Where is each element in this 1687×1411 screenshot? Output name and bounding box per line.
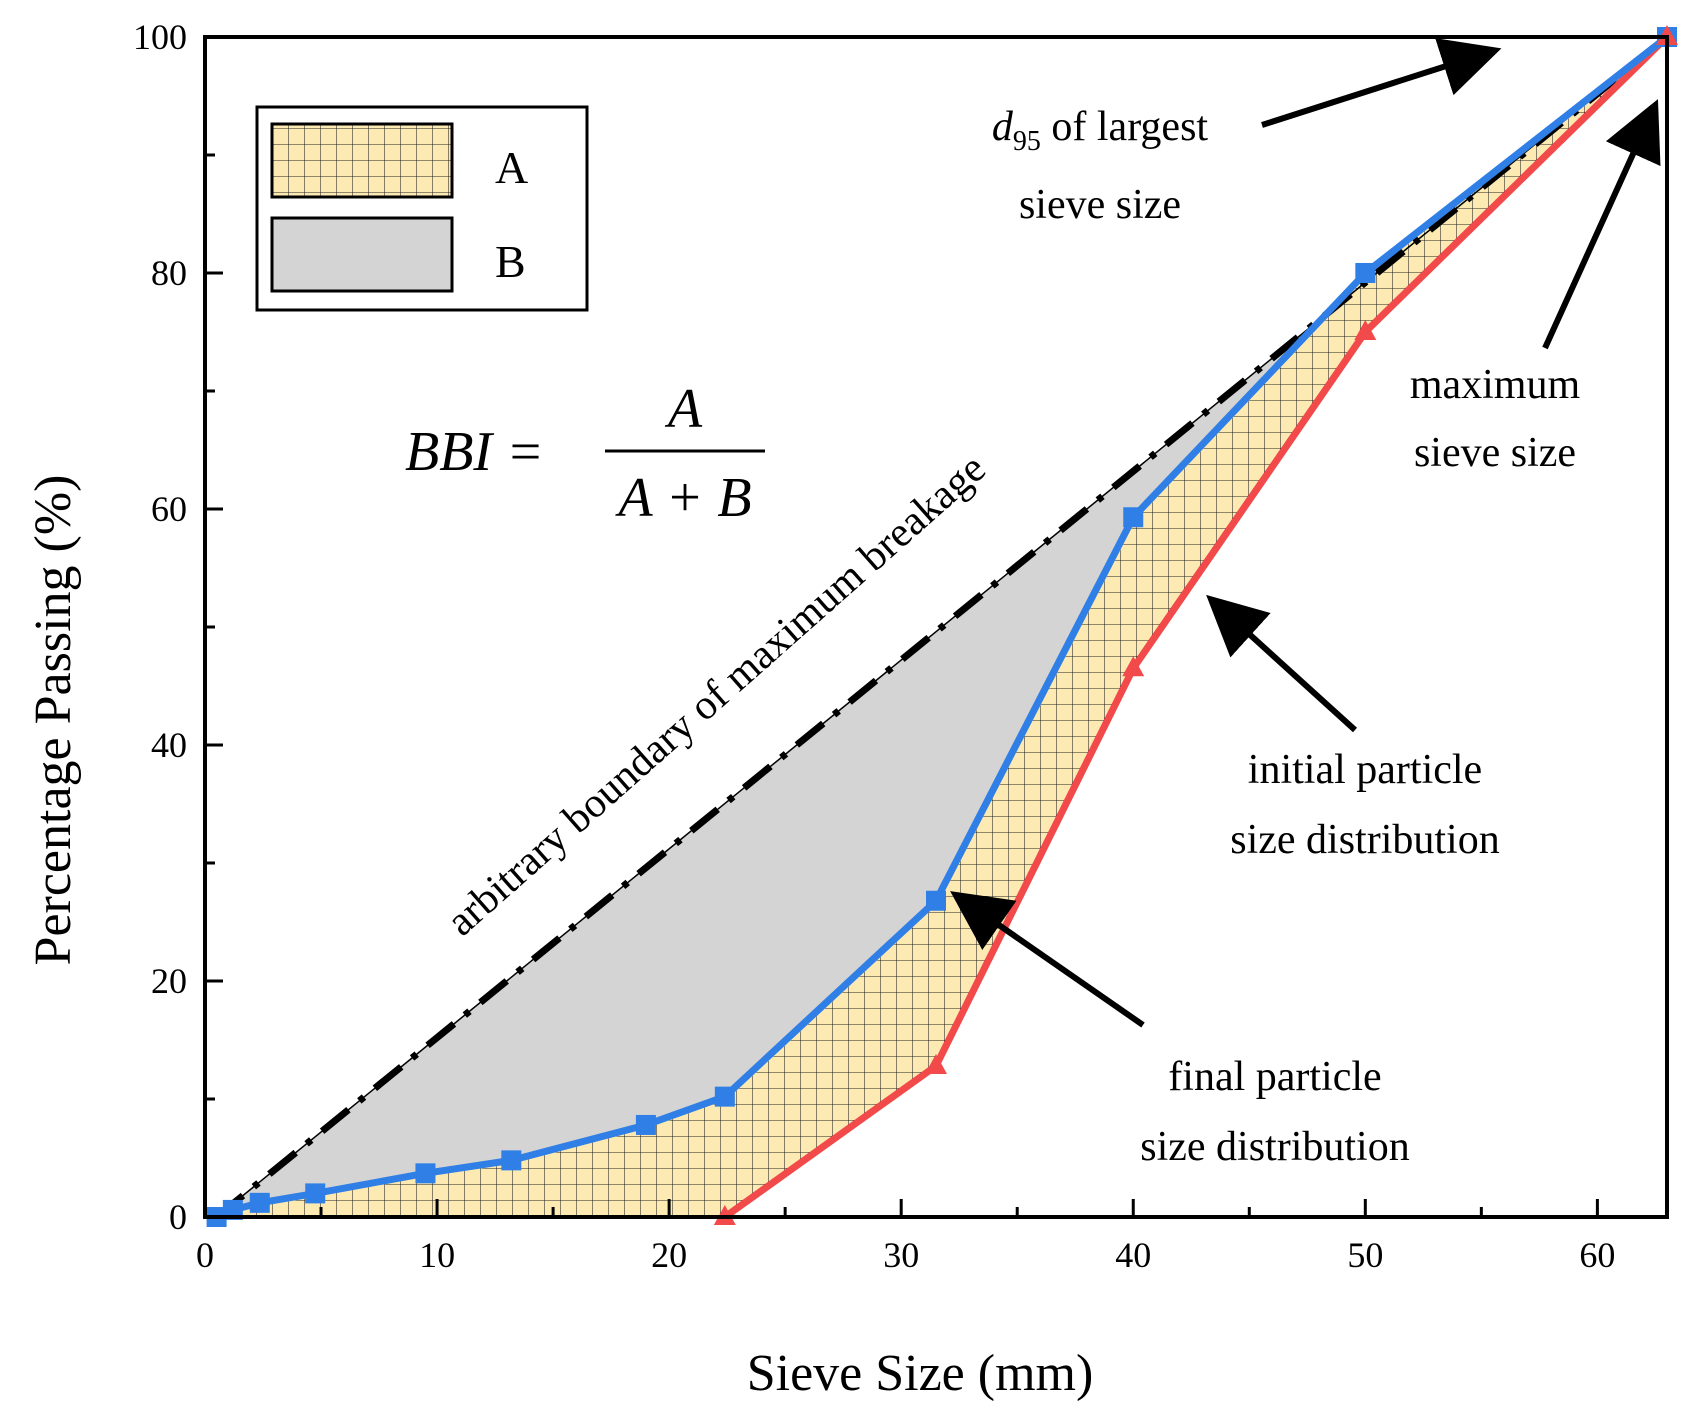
legend-swatch-b xyxy=(270,216,454,293)
final-psd-point xyxy=(714,1086,735,1107)
final-psd-point xyxy=(635,1114,656,1135)
annotation-arrows xyxy=(950,38,1661,1028)
axis-ticks: 0 10 20 30 40 50 60 0 20 40 60 80 100 xyxy=(133,17,1615,1275)
initial-annotation-line2: size distribution xyxy=(1230,817,1499,863)
final-psd-point xyxy=(415,1163,436,1184)
legend-swatch-a xyxy=(270,122,454,199)
y-tick-label: 40 xyxy=(151,725,187,765)
x-tick-label: 50 xyxy=(1347,1235,1383,1275)
initial-psd-point xyxy=(1122,656,1145,677)
initial-psd-point xyxy=(1354,320,1377,340)
final-arrow xyxy=(950,891,1145,1028)
x-tick-label: 60 xyxy=(1579,1235,1615,1275)
maxsieve-arrow xyxy=(1542,99,1661,350)
formula-lhs: BBI = xyxy=(405,421,544,483)
final-psd-point xyxy=(501,1150,522,1171)
y-tick-label: 80 xyxy=(151,253,187,293)
y-tick-label: 0 xyxy=(169,1197,187,1237)
y-tick-label: 60 xyxy=(151,489,187,529)
x-tick-label: 20 xyxy=(651,1235,687,1275)
formula-denominator: A + B xyxy=(614,467,751,529)
final-psd-point xyxy=(305,1183,326,1204)
d95-subscript: 95 xyxy=(1013,126,1041,157)
final-psd-point xyxy=(222,1199,243,1220)
final-psd-point xyxy=(1123,507,1144,528)
formula-numerator: A xyxy=(664,378,703,440)
final-annotation-line1: final particle xyxy=(1168,1054,1381,1100)
legend-label-b: B xyxy=(495,236,526,287)
legend: A B xyxy=(255,105,589,312)
d95-arrow xyxy=(1261,38,1502,128)
initial-annotation-line1: initial particle xyxy=(1248,747,1482,793)
final-psd-point xyxy=(926,890,946,911)
y-tick-label: 100 xyxy=(133,17,187,57)
d95-annotation-line1: d95 of largest xyxy=(992,104,1209,157)
x-tick-label: 40 xyxy=(1115,1235,1151,1275)
x-tick-label: 30 xyxy=(883,1235,919,1275)
d95-annotation-line2: sieve size xyxy=(1019,182,1181,228)
initial-psd-point xyxy=(925,1053,947,1074)
x-tick-label: 0 xyxy=(196,1235,214,1275)
d95-rest: of largest xyxy=(1041,104,1209,150)
y-axis-title: Percentage Passing (%) xyxy=(25,475,82,966)
maxsieve-annotation-line2: sieve size xyxy=(1414,430,1576,476)
final-annotation-line2: size distribution xyxy=(1140,1124,1409,1170)
bbi-formula: BBI = A A + B xyxy=(405,378,765,529)
x-tick-label: 10 xyxy=(419,1235,455,1275)
legend-label-a: A xyxy=(495,142,528,193)
d95-symbol: d xyxy=(992,104,1014,150)
final-psd-point xyxy=(1355,263,1376,283)
initial-arrow xyxy=(1206,594,1358,733)
x-axis-title: Sieve Size (mm) xyxy=(747,1345,1094,1402)
final-psd-point xyxy=(249,1192,270,1213)
y-tick-label: 20 xyxy=(151,961,187,1001)
maxsieve-annotation-line1: maximum xyxy=(1410,362,1581,408)
boundary-line xyxy=(214,34,1670,1220)
